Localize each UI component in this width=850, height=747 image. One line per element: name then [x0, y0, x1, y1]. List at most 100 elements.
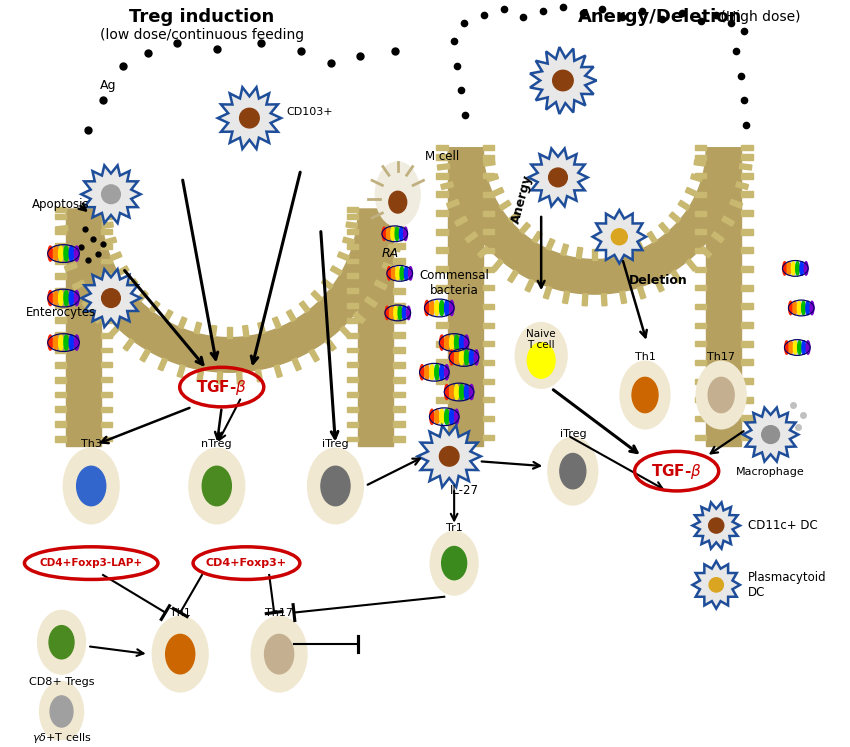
Polygon shape: [563, 291, 570, 303]
Ellipse shape: [455, 335, 459, 350]
Ellipse shape: [64, 291, 68, 306]
Ellipse shape: [445, 300, 449, 315]
Polygon shape: [258, 322, 265, 334]
Ellipse shape: [240, 108, 259, 128]
Polygon shape: [197, 369, 204, 382]
Polygon shape: [388, 244, 400, 252]
Polygon shape: [695, 248, 706, 253]
Polygon shape: [348, 407, 358, 412]
Polygon shape: [108, 326, 120, 338]
Ellipse shape: [405, 267, 408, 280]
Text: (low dose/continuous feeding: (low dose/continuous feeding: [100, 28, 304, 42]
Ellipse shape: [425, 365, 429, 379]
Polygon shape: [82, 269, 140, 327]
Polygon shape: [695, 397, 706, 402]
Polygon shape: [448, 148, 483, 447]
Polygon shape: [348, 347, 358, 353]
Polygon shape: [436, 266, 448, 272]
Ellipse shape: [430, 300, 434, 315]
Polygon shape: [678, 200, 690, 210]
Polygon shape: [66, 209, 393, 372]
Polygon shape: [358, 209, 393, 447]
Polygon shape: [393, 406, 405, 412]
Ellipse shape: [420, 363, 449, 381]
Polygon shape: [607, 247, 613, 258]
Polygon shape: [492, 187, 504, 196]
Ellipse shape: [59, 291, 63, 306]
Polygon shape: [465, 232, 478, 243]
Ellipse shape: [420, 365, 424, 379]
Polygon shape: [348, 362, 358, 368]
Ellipse shape: [474, 350, 479, 365]
Polygon shape: [736, 182, 749, 190]
Polygon shape: [393, 347, 405, 353]
Polygon shape: [483, 211, 494, 216]
Polygon shape: [54, 406, 66, 412]
Polygon shape: [101, 392, 112, 397]
Polygon shape: [483, 155, 494, 160]
Polygon shape: [492, 259, 503, 271]
Ellipse shape: [382, 227, 386, 241]
Ellipse shape: [308, 448, 363, 524]
Polygon shape: [110, 252, 122, 261]
Ellipse shape: [404, 227, 407, 241]
Polygon shape: [483, 229, 494, 235]
Ellipse shape: [434, 300, 439, 315]
Polygon shape: [440, 182, 453, 190]
Ellipse shape: [460, 385, 463, 400]
Text: Th3: Th3: [81, 439, 102, 450]
Polygon shape: [437, 164, 450, 170]
Polygon shape: [393, 362, 405, 368]
Polygon shape: [393, 332, 405, 338]
Ellipse shape: [321, 466, 350, 506]
Polygon shape: [695, 211, 706, 216]
Ellipse shape: [439, 334, 469, 352]
Polygon shape: [700, 247, 711, 258]
Polygon shape: [337, 252, 349, 261]
Polygon shape: [54, 214, 66, 220]
Polygon shape: [741, 173, 753, 179]
Ellipse shape: [785, 340, 810, 356]
Ellipse shape: [796, 261, 799, 275]
Ellipse shape: [527, 343, 555, 378]
Polygon shape: [101, 273, 112, 279]
Polygon shape: [694, 160, 705, 166]
Polygon shape: [393, 303, 405, 309]
Polygon shape: [348, 436, 358, 441]
Polygon shape: [150, 301, 160, 312]
Polygon shape: [101, 303, 112, 308]
Ellipse shape: [48, 245, 79, 262]
Ellipse shape: [69, 291, 74, 306]
Ellipse shape: [632, 377, 658, 412]
Polygon shape: [365, 297, 377, 307]
Polygon shape: [54, 303, 66, 309]
Polygon shape: [393, 207, 405, 211]
Polygon shape: [101, 258, 112, 264]
Polygon shape: [741, 210, 753, 216]
Text: Enterocytes: Enterocytes: [26, 306, 96, 320]
Polygon shape: [436, 145, 448, 150]
Polygon shape: [483, 397, 494, 402]
Ellipse shape: [696, 362, 746, 429]
Polygon shape: [483, 267, 494, 272]
Polygon shape: [722, 216, 734, 226]
Polygon shape: [393, 391, 405, 397]
Polygon shape: [561, 244, 569, 255]
Ellipse shape: [810, 301, 813, 314]
Ellipse shape: [787, 261, 790, 275]
Polygon shape: [292, 358, 301, 371]
Polygon shape: [65, 262, 77, 271]
Polygon shape: [436, 191, 448, 197]
Polygon shape: [348, 422, 358, 427]
Polygon shape: [436, 229, 448, 235]
Ellipse shape: [389, 191, 406, 213]
Ellipse shape: [189, 448, 245, 524]
Polygon shape: [54, 436, 66, 442]
Polygon shape: [211, 326, 217, 337]
Polygon shape: [448, 148, 741, 294]
Polygon shape: [741, 154, 753, 160]
Ellipse shape: [54, 246, 58, 261]
Ellipse shape: [709, 577, 723, 592]
Ellipse shape: [75, 246, 79, 261]
Polygon shape: [525, 279, 535, 292]
